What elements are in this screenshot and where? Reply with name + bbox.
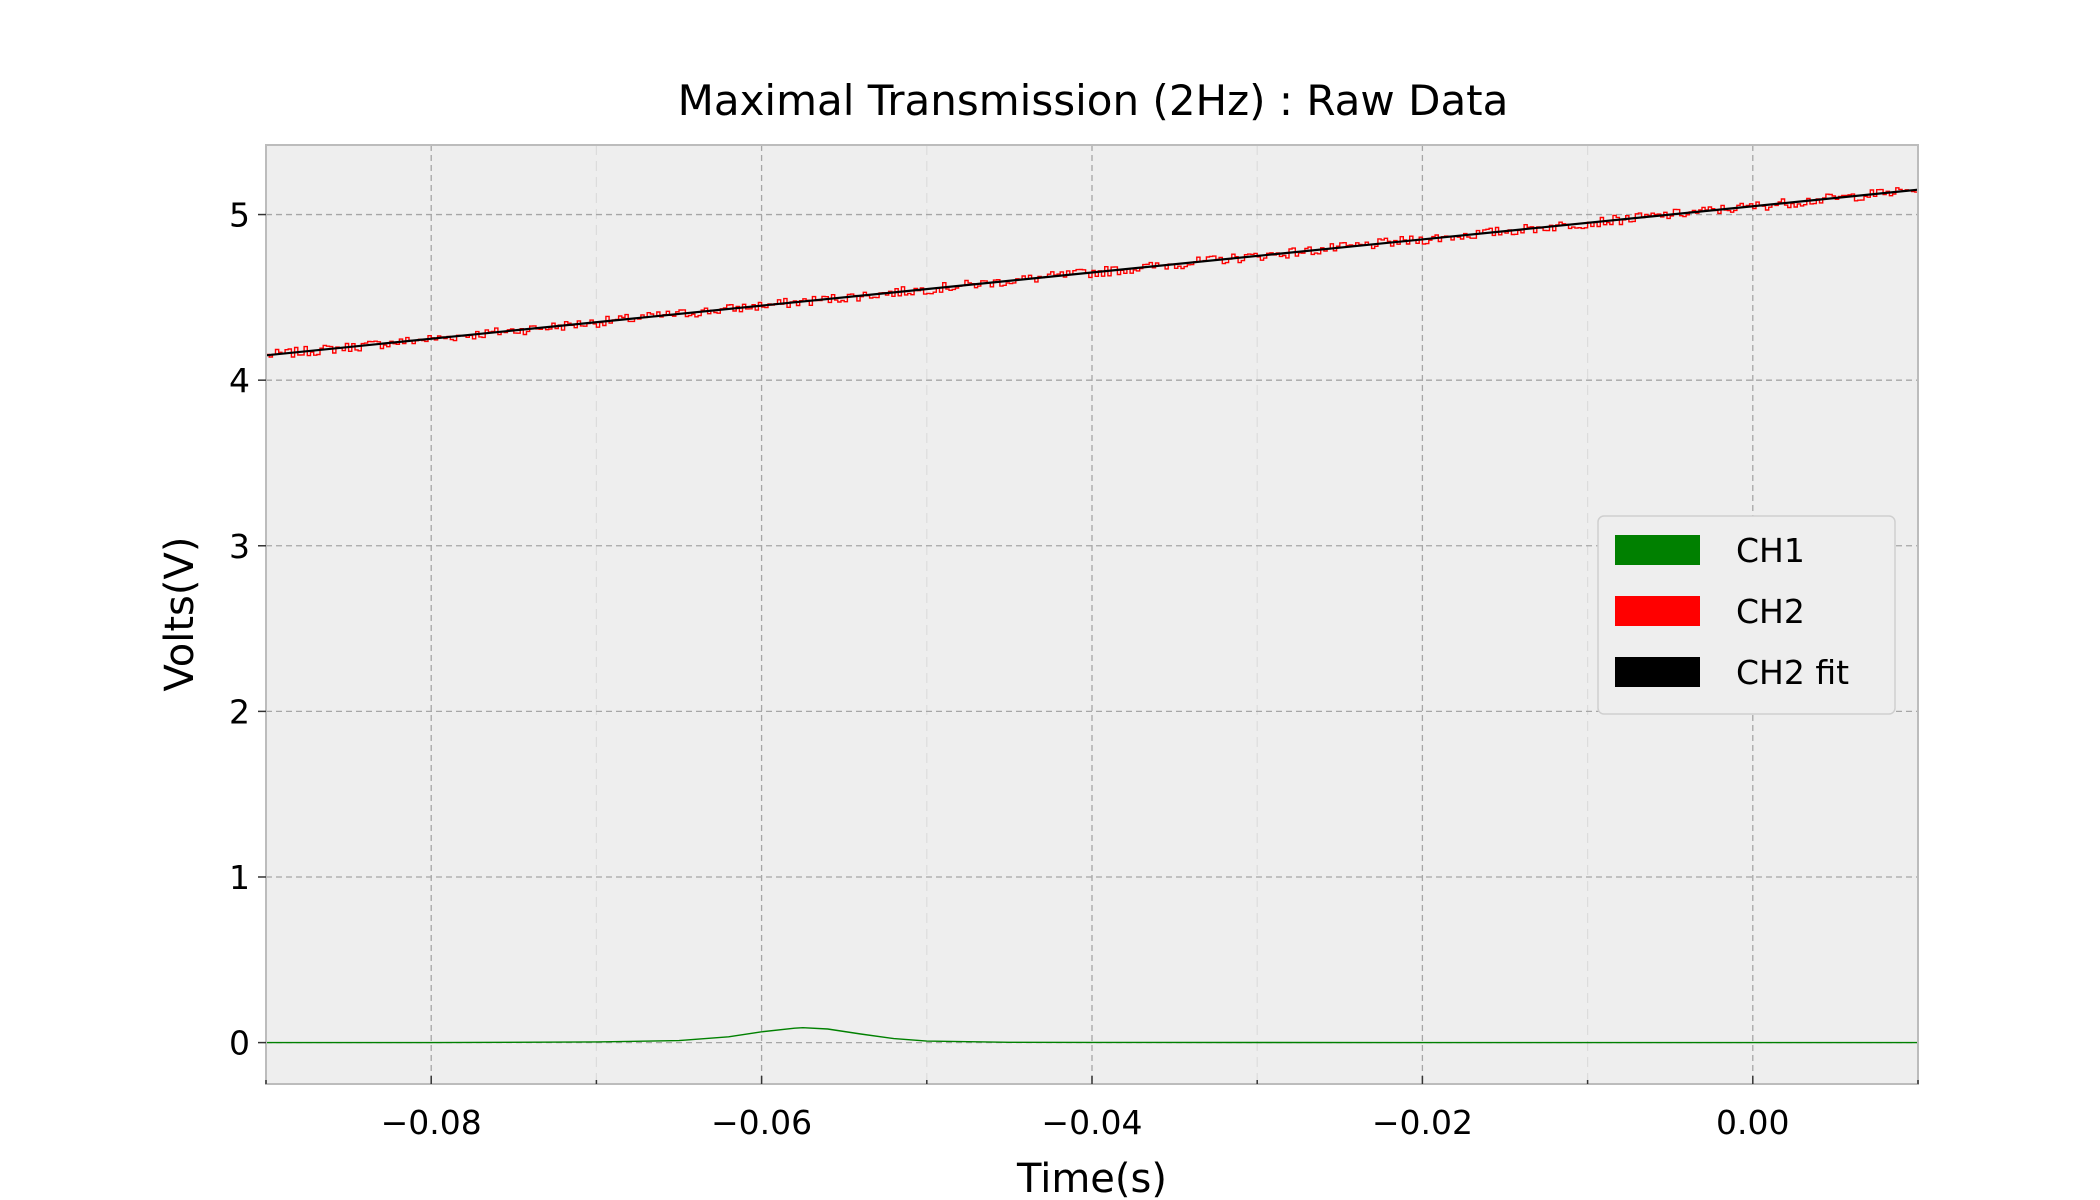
y-tick-label: 4 xyxy=(229,361,250,400)
y-tick-label: 2 xyxy=(229,692,250,731)
chart-title: Maximal Transmission (2Hz) : Raw Data xyxy=(678,76,1509,125)
x-axis-ticks: −0.08 −0.06 −0.04 −0.02 0.00 xyxy=(265,1076,1919,1142)
x-tick-label: −0.08 xyxy=(381,1103,482,1142)
legend-swatch-ch2 xyxy=(1615,596,1700,626)
legend: CH1 CH2 CH2 fit xyxy=(1597,515,1896,715)
legend-label-ch2: CH2 xyxy=(1736,592,1805,631)
y-tick-label: 1 xyxy=(229,858,250,897)
legend-label-ch1: CH1 xyxy=(1736,531,1805,570)
series-ch2-fit xyxy=(266,188,1918,357)
y-tick-label: 0 xyxy=(229,1024,250,1063)
x-axis-label: Time(s) xyxy=(1016,1156,1167,1200)
x-tick-label: −0.04 xyxy=(1041,1103,1142,1142)
legend-swatch-ch1 xyxy=(1615,535,1700,565)
y-axis-label: Volts(V) xyxy=(157,537,203,692)
y-axis-ticks: 0 1 2 3 4 5 xyxy=(229,196,266,1063)
legend-swatch-ch2-fit xyxy=(1615,657,1700,687)
x-tick-label: −0.06 xyxy=(711,1103,812,1142)
y-tick-label: 3 xyxy=(229,527,250,566)
x-tick-label: 0.00 xyxy=(1716,1103,1789,1142)
series-ch1 xyxy=(266,1026,1918,1044)
major-grid xyxy=(266,145,1918,1084)
y-tick-label: 5 xyxy=(229,196,250,235)
x-tick-label: −0.02 xyxy=(1372,1103,1473,1142)
legend-label-ch2-fit: CH2 fit xyxy=(1736,653,1849,692)
series-layer xyxy=(266,187,1918,1044)
